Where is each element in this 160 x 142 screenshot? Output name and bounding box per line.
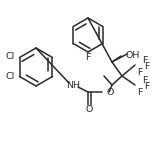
Text: OH: OH xyxy=(125,51,139,59)
Text: Cl: Cl xyxy=(5,72,15,81)
Text: O: O xyxy=(85,106,93,114)
Text: F: F xyxy=(144,61,149,70)
Text: O: O xyxy=(106,87,113,97)
Text: F: F xyxy=(142,56,147,64)
Text: Cl: Cl xyxy=(5,52,15,61)
Text: F: F xyxy=(137,67,142,77)
Text: F: F xyxy=(137,87,142,97)
Text: F: F xyxy=(144,82,149,90)
Text: NH: NH xyxy=(66,81,80,89)
Text: F: F xyxy=(85,53,91,61)
Text: F: F xyxy=(142,76,147,84)
